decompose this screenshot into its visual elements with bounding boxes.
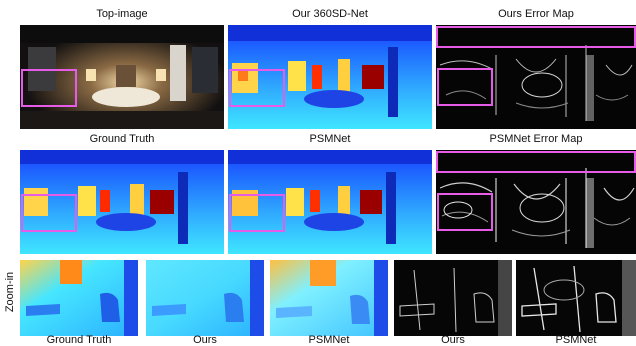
zoom-psmnet	[270, 260, 388, 336]
zoom-psmnet-error	[516, 260, 636, 336]
zoom-ground-truth	[20, 260, 138, 336]
zoom-in-label: Zoom-in	[4, 271, 16, 313]
panel-psmnet-error-map	[436, 150, 636, 254]
caption-zoom-ours: Ours	[193, 334, 217, 346]
title-ours-error-map: Ours Error Map	[498, 8, 574, 20]
title-psmnet: PSMNet	[309, 133, 351, 145]
panel-ours-error-map	[436, 25, 636, 129]
caption-zoom-psmnet: PSMNet	[308, 334, 350, 346]
zoom-ours-error	[394, 260, 512, 336]
zoom-ours	[146, 260, 264, 336]
caption-zoom-ours-error: Ours	[441, 334, 465, 346]
title-our-360sd-net: Our 360SD-Net	[292, 8, 368, 20]
panel-our-360sd-net	[228, 25, 432, 129]
title-top-image: Top-image	[96, 8, 148, 20]
panel-psmnet	[228, 150, 432, 254]
caption-zoom-ground-truth: Ground Truth	[46, 334, 112, 346]
title-ground-truth: Ground Truth	[89, 133, 155, 145]
title-psmnet-error-map: PSMNet Error Map	[489, 133, 583, 145]
caption-zoom-psmnet-error: PSMNet	[555, 334, 597, 346]
panel-top-image	[20, 25, 224, 129]
panel-ground-truth	[20, 150, 224, 254]
